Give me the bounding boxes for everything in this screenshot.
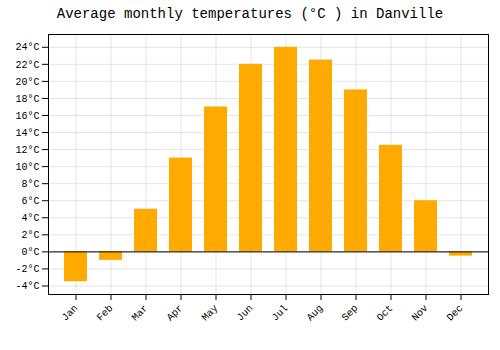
svg-text:6°C: 6°C — [21, 196, 39, 207]
svg-text:12°C: 12°C — [15, 145, 39, 156]
svg-text:16°C: 16°C — [15, 111, 39, 122]
svg-text:Jun: Jun — [235, 303, 256, 324]
svg-text:-4°C: -4°C — [15, 281, 39, 292]
svg-text:4°C: 4°C — [21, 213, 39, 224]
svg-text:Sep: Sep — [340, 303, 361, 324]
svg-text:8°C: 8°C — [21, 179, 39, 190]
svg-text:0°C: 0°C — [21, 247, 39, 258]
svg-text:Feb: Feb — [95, 303, 116, 324]
svg-text:14°C: 14°C — [15, 128, 39, 139]
svg-text:24°C: 24°C — [15, 42, 39, 53]
svg-text:18°C: 18°C — [15, 94, 39, 105]
html-text:Average monthly temperatures (: Average monthly temperatures (°C ) in Da… — [56, 6, 444, 22]
svg-text:Oct: Oct — [375, 303, 396, 324]
svg-text:22°C: 22°C — [15, 60, 39, 71]
svg-text:10°C: 10°C — [15, 162, 39, 173]
svg-text:May: May — [200, 303, 221, 324]
svg-text:2°C: 2°C — [21, 230, 39, 241]
svg-text:Dec: Dec — [445, 303, 466, 324]
svg-text:Mar: Mar — [130, 303, 151, 324]
svg-text:Aug: Aug — [305, 303, 326, 324]
svg-text:Jul: Jul — [270, 303, 291, 324]
svg-text:-2°C: -2°C — [15, 264, 39, 275]
svg-text:20°C: 20°C — [15, 77, 39, 88]
svg-text:Nov: Nov — [410, 303, 431, 324]
svg-text:Apr: Apr — [165, 303, 186, 324]
svg-text:Jan: Jan — [60, 303, 81, 324]
